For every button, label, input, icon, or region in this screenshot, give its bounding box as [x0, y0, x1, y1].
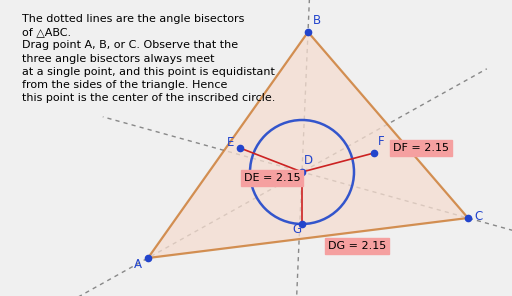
Text: D: D: [304, 154, 313, 167]
Text: DE = 2.15: DE = 2.15: [244, 173, 301, 183]
Text: G: G: [292, 223, 301, 236]
Text: F: F: [378, 135, 385, 148]
Text: E: E: [227, 136, 234, 149]
Text: The dotted lines are the angle bisectors
of △ABC.
Drag point A, B, or C. Observe: The dotted lines are the angle bisectors…: [22, 14, 275, 103]
Polygon shape: [148, 32, 468, 258]
Text: DF = 2.15: DF = 2.15: [393, 143, 449, 153]
Text: DG = 2.15: DG = 2.15: [328, 241, 386, 251]
Text: B: B: [313, 14, 321, 27]
Text: C: C: [474, 210, 482, 223]
Text: A: A: [134, 258, 142, 271]
